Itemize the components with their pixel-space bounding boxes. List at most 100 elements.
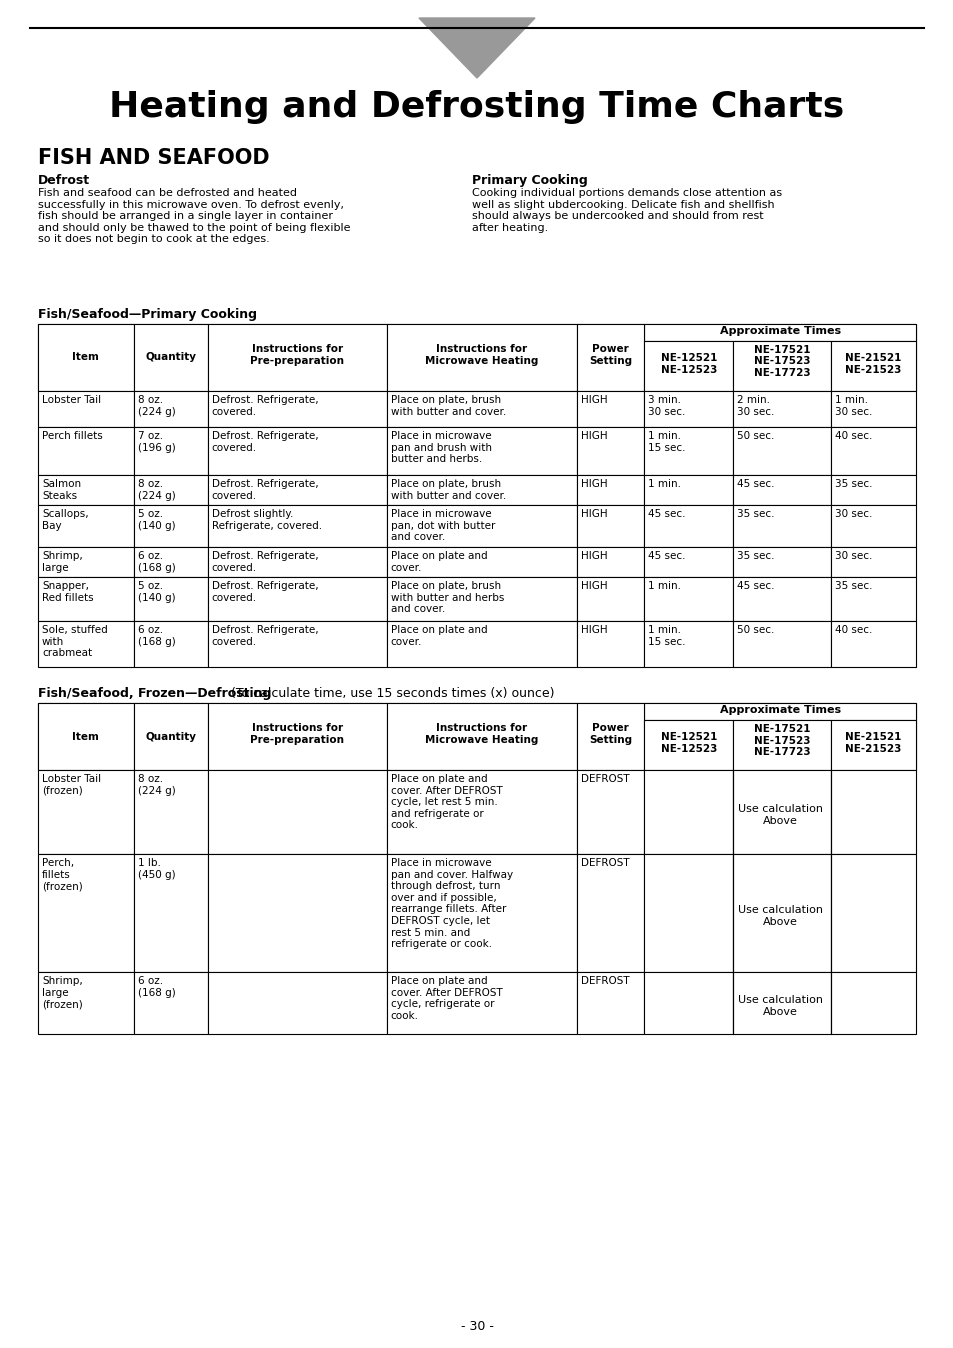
Bar: [133, 506, 208, 547]
Text: Place on plate, brush
with butter and cover.: Place on plate, brush with butter and co…: [391, 479, 505, 500]
Bar: [577, 855, 643, 972]
Bar: [133, 855, 208, 972]
Text: Approximate Times: Approximate Times: [719, 326, 840, 336]
Bar: [733, 770, 830, 855]
Text: NE-21521
NE-21523: NE-21521 NE-21523: [844, 353, 901, 375]
Text: 35 sec.: 35 sec.: [737, 551, 774, 561]
Bar: [208, 547, 386, 577]
Bar: [577, 474, 643, 506]
Text: 5 oz.
(140 g): 5 oz. (140 g): [137, 581, 175, 603]
Text: 6 oz.
(168 g): 6 oz. (168 g): [137, 976, 175, 998]
Bar: [830, 547, 915, 577]
Text: 30 sec.: 30 sec.: [835, 510, 872, 519]
Text: Shrimp,
large
(frozen): Shrimp, large (frozen): [42, 976, 83, 1010]
Text: 1 min.: 1 min.: [648, 479, 680, 489]
Text: Place on plate, brush
with butter and herbs
and cover.: Place on plate, brush with butter and he…: [391, 581, 503, 615]
Text: Use calculation
Above: Use calculation Above: [737, 995, 821, 1016]
Text: 1 lb.
(450 g): 1 lb. (450 g): [137, 857, 175, 880]
Text: Cooking individual portions demands close attention as
well as slight ubdercooki: Cooking individual portions demands clos…: [472, 187, 781, 233]
Text: 50 sec.: 50 sec.: [737, 431, 774, 441]
Bar: [733, 547, 830, 577]
Bar: [386, 704, 577, 770]
Bar: [38, 324, 133, 391]
Text: Quantity: Quantity: [145, 732, 196, 741]
Text: Place on plate and
cover.: Place on plate and cover.: [391, 551, 487, 573]
Bar: [830, 341, 915, 391]
Bar: [386, 770, 577, 855]
Text: Place in microwave
pan and brush with
butter and herbs.: Place in microwave pan and brush with bu…: [391, 431, 492, 464]
Text: 1 min.
15 sec.: 1 min. 15 sec.: [648, 431, 685, 453]
Bar: [577, 972, 643, 1034]
Text: DEFROST: DEFROST: [580, 774, 629, 785]
Text: Primary Cooking: Primary Cooking: [472, 174, 587, 187]
Bar: [577, 506, 643, 547]
Bar: [208, 704, 386, 770]
Bar: [38, 704, 915, 770]
Bar: [733, 972, 830, 1034]
Text: 8 oz.
(224 g): 8 oz. (224 g): [137, 479, 175, 500]
Text: 5 oz.
(140 g): 5 oz. (140 g): [137, 510, 175, 531]
Text: Defrost. Refrigerate,
covered.: Defrost. Refrigerate, covered.: [212, 395, 317, 417]
Text: Place on plate and
cover.: Place on plate and cover.: [391, 625, 487, 647]
Text: Place on plate and
cover. After DEFROST
cycle, refrigerate or
cook.: Place on plate and cover. After DEFROST …: [391, 976, 502, 1020]
Text: HIGH: HIGH: [580, 625, 607, 635]
Text: Shrimp,
large: Shrimp, large: [42, 551, 83, 573]
Bar: [208, 855, 386, 972]
Bar: [733, 506, 830, 547]
Bar: [386, 577, 577, 621]
Bar: [643, 720, 733, 770]
Bar: [208, 391, 386, 427]
Bar: [643, 324, 915, 341]
Bar: [733, 855, 830, 972]
Bar: [830, 770, 915, 855]
Bar: [133, 391, 208, 427]
Text: Salmon
Steaks: Salmon Steaks: [42, 479, 81, 500]
Bar: [386, 324, 577, 391]
Bar: [830, 855, 915, 972]
Text: Fish and seafood can be defrosted and heated
successfully in this microwave oven: Fish and seafood can be defrosted and he…: [38, 187, 350, 244]
Text: 35 sec.: 35 sec.: [737, 510, 774, 519]
Text: 35 sec.: 35 sec.: [835, 581, 872, 590]
Text: HIGH: HIGH: [580, 510, 607, 519]
Text: Defrost. Refrigerate,
covered.: Defrost. Refrigerate, covered.: [212, 479, 317, 500]
Text: Fish/Seafood, Frozen—Defrosting: Fish/Seafood, Frozen—Defrosting: [38, 687, 271, 700]
Text: (To calculate time, use 15 seconds times (x) ounce): (To calculate time, use 15 seconds times…: [227, 687, 554, 700]
Text: Place on plate, brush
with butter and cover.: Place on plate, brush with butter and co…: [391, 395, 505, 417]
Bar: [208, 621, 386, 667]
Bar: [38, 324, 915, 391]
Bar: [577, 577, 643, 621]
Bar: [386, 474, 577, 506]
Bar: [208, 506, 386, 547]
Text: DEFROST: DEFROST: [580, 857, 629, 868]
Bar: [38, 547, 133, 577]
Text: Power
Setting: Power Setting: [588, 724, 632, 745]
Bar: [733, 391, 830, 427]
Bar: [133, 324, 208, 391]
Bar: [830, 972, 915, 1034]
Text: Perch fillets: Perch fillets: [42, 431, 103, 441]
Text: Defrost. Refrigerate,
covered.: Defrost. Refrigerate, covered.: [212, 581, 317, 603]
Bar: [133, 770, 208, 855]
Bar: [133, 547, 208, 577]
Bar: [643, 427, 733, 474]
Text: Quantity: Quantity: [145, 352, 196, 363]
Bar: [386, 506, 577, 547]
Text: Instructions for
Microwave Heating: Instructions for Microwave Heating: [425, 345, 538, 367]
Bar: [577, 391, 643, 427]
Bar: [733, 474, 830, 506]
Text: HIGH: HIGH: [580, 551, 607, 561]
Bar: [577, 704, 643, 770]
Text: 40 sec.: 40 sec.: [835, 431, 872, 441]
Bar: [208, 427, 386, 474]
Bar: [643, 704, 915, 720]
Bar: [208, 770, 386, 855]
Bar: [830, 506, 915, 547]
Bar: [38, 577, 133, 621]
Text: 1 min.: 1 min.: [648, 581, 680, 590]
Bar: [643, 341, 733, 391]
Text: 8 oz.
(224 g): 8 oz. (224 g): [137, 395, 175, 417]
Bar: [386, 855, 577, 972]
Bar: [208, 577, 386, 621]
Text: Use calculation
Above: Use calculation Above: [737, 803, 821, 825]
Text: HIGH: HIGH: [580, 581, 607, 590]
